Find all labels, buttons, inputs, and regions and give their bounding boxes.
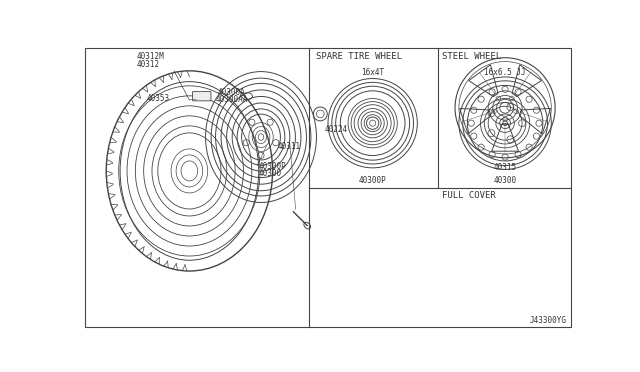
Text: 40300P: 40300P	[359, 176, 387, 185]
FancyBboxPatch shape	[193, 92, 211, 101]
Text: 40312M: 40312M	[137, 52, 164, 61]
Text: 40300AA: 40300AA	[216, 96, 248, 105]
Text: 16x4T: 16x4T	[361, 68, 384, 77]
Text: SPARE TIRE WHEEL: SPARE TIRE WHEEL	[316, 52, 403, 61]
Text: 40224: 40224	[324, 125, 348, 134]
Text: 40315: 40315	[493, 163, 516, 172]
Text: STEEL WHEEL: STEEL WHEEL	[442, 52, 501, 61]
Text: 40311: 40311	[278, 142, 301, 151]
Text: 40353: 40353	[147, 94, 170, 103]
Text: 16x6.5 JJ: 16x6.5 JJ	[484, 68, 526, 77]
Text: 40300: 40300	[493, 176, 516, 185]
Text: J43300YG: J43300YG	[530, 316, 566, 325]
Text: 40300P: 40300P	[259, 162, 287, 171]
Text: 40300A: 40300A	[218, 88, 246, 97]
Text: 40300: 40300	[259, 169, 282, 179]
Text: FULL COVER: FULL COVER	[442, 191, 496, 200]
Text: 40312: 40312	[137, 60, 160, 69]
